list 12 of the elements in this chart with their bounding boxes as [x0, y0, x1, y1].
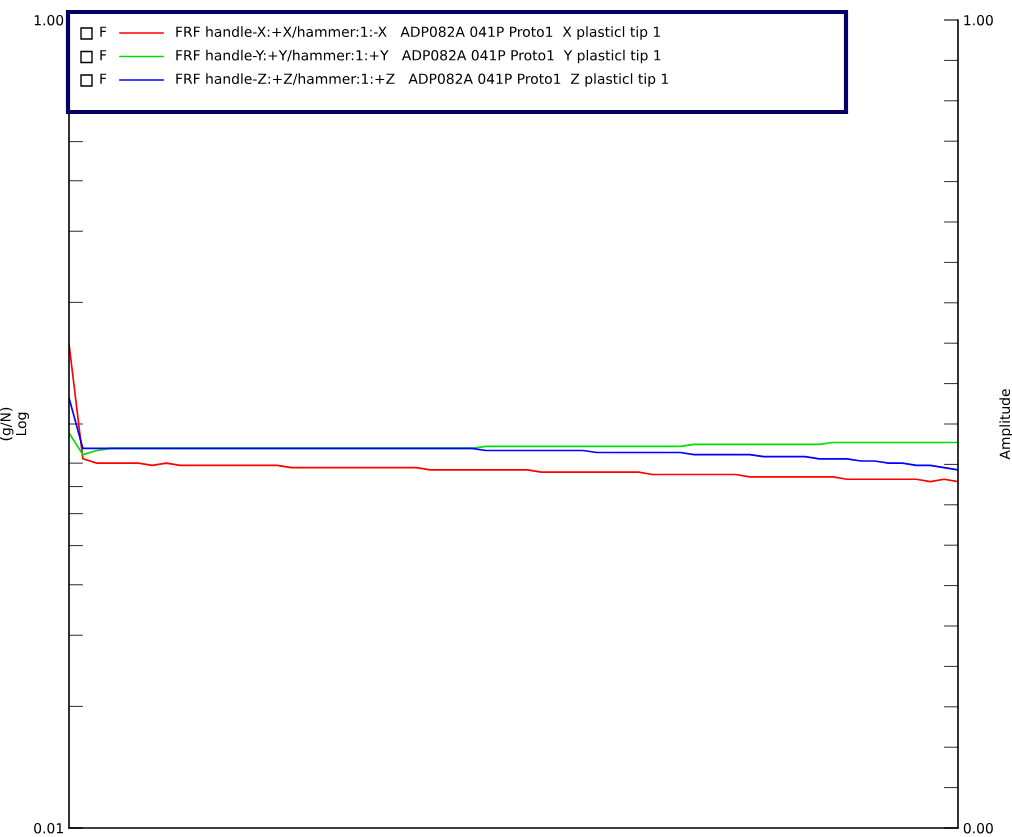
y-tick-label: 0.01 [34, 822, 63, 834]
annotation: F [100, 73, 107, 84]
y2-tick-label: 0.00 [963, 822, 993, 834]
annotation: F [100, 26, 107, 37]
legend-label: FRF handle-Y:+Y/hammer:1:+Y ADP082A 041P Proto1 Y plasticl tip 1 [176, 49, 661, 64]
y2-tick-label: 1.00 [964, 14, 993, 26]
y-axis-title: (g/N) Log [0, 407, 29, 441]
legend-label: FRF handle-X:+X/hammer:1:-X ADP082A 041P Proto1 X plasticl tip 1 [176, 26, 660, 40]
line-series [69, 397, 958, 471]
legend-label: FRF handle-Z:+Z/hammer:1:+Z ADP082A 041P Proto1 Z plasticl tip 1 [176, 73, 668, 87]
y2-axis-title: Amplitude [999, 389, 1012, 460]
annotation: F [100, 50, 107, 61]
